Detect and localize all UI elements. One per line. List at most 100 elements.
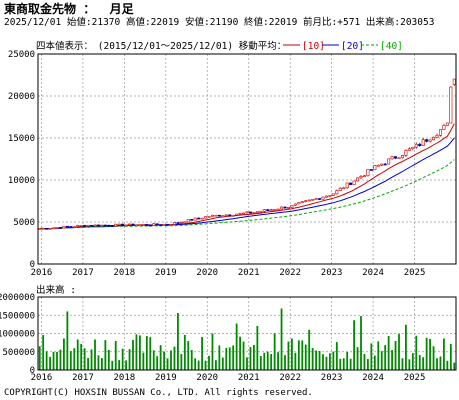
- price-x-tick-label: 2020: [196, 268, 218, 278]
- candle-body: [86, 225, 90, 227]
- volume-bar: [225, 347, 228, 370]
- volume-bar: [449, 343, 452, 370]
- volume-bar: [370, 343, 373, 370]
- candle-body: [421, 139, 425, 146]
- volume-tick-label: 1000000: [0, 330, 35, 340]
- ma40-line: [39, 159, 455, 230]
- candle-body: [186, 219, 190, 223]
- ohlc-summary: 2025/12/01 始値:21370 高値:22019 安値:21190 終値…: [4, 17, 435, 28]
- candle-body: [304, 200, 308, 203]
- volume-bar: [373, 355, 376, 370]
- volume-bars: [38, 308, 456, 370]
- volume-bar: [335, 342, 338, 370]
- volume-bar: [218, 345, 221, 370]
- candle-body: [217, 214, 221, 217]
- volume-bar: [311, 348, 314, 370]
- volume-bar: [232, 345, 235, 370]
- volume-bar: [94, 339, 96, 370]
- candle-body: [394, 156, 398, 159]
- volume-label: 出来高 :: [36, 284, 76, 296]
- candle-body: [121, 223, 125, 227]
- candle-body: [238, 212, 242, 215]
- candle-body: [38, 228, 42, 230]
- candle-body: [45, 228, 49, 230]
- candle-body: [124, 224, 128, 227]
- candle-body: [259, 210, 263, 213]
- volume-bar: [367, 359, 369, 370]
- legend-range: 四本値表示： (2015/12/01～2025/12/01) 移動平均：: [36, 40, 286, 52]
- price-tick-label: 20000: [8, 92, 35, 102]
- candle-body: [404, 150, 408, 156]
- volume-bar: [415, 335, 418, 370]
- candle-body: [90, 225, 94, 227]
- candle-body: [83, 225, 87, 227]
- volume-bar: [284, 355, 286, 370]
- volume-bar: [104, 340, 107, 370]
- candle-body: [65, 225, 69, 228]
- candle-body: [342, 187, 346, 190]
- candle-body: [190, 219, 194, 221]
- volume-bar: [377, 341, 380, 370]
- volume-bar: [322, 354, 324, 370]
- volume-bar: [201, 337, 203, 370]
- candle-body: [62, 225, 66, 229]
- volume-bar: [443, 338, 445, 370]
- volume-bar: [49, 356, 51, 370]
- volume-bar: [270, 354, 273, 370]
- candle-body: [200, 217, 204, 220]
- price-x-tick-label: 2021: [238, 268, 260, 278]
- price-tick-label: 5000: [13, 218, 35, 228]
- candle-body: [390, 156, 394, 160]
- candle-body: [134, 224, 138, 227]
- volume-bar: [387, 336, 390, 370]
- candle-body: [221, 215, 225, 217]
- volume-bar: [342, 358, 345, 370]
- volume-x-tick-label: 2019: [155, 373, 177, 383]
- candle-body: [425, 139, 429, 142]
- volume-bar: [208, 355, 210, 370]
- volume-x-tick-label: 2022: [279, 373, 301, 383]
- volume-plot-frame: [37, 296, 457, 371]
- page-title: 東商取金先物 ： 月足: [4, 2, 134, 16]
- volume-bar: [159, 345, 162, 370]
- candle-body: [262, 209, 266, 212]
- candle-body: [224, 214, 228, 217]
- volume-bar: [349, 358, 352, 370]
- volume-bar: [384, 345, 387, 370]
- candle-body: [214, 214, 218, 217]
- volume-bar: [297, 340, 300, 370]
- candle-body: [331, 193, 335, 196]
- volume-bar: [59, 349, 62, 370]
- volume-bar: [401, 358, 404, 370]
- price-x-tick-label: 2024: [362, 268, 384, 278]
- volume-bar: [315, 350, 317, 370]
- candle-body: [72, 226, 76, 228]
- candle-body: [172, 222, 176, 225]
- candle-body: [131, 223, 135, 226]
- volume-bar: [304, 344, 307, 370]
- volume-bar: [107, 349, 110, 370]
- volume-bar: [301, 340, 304, 370]
- candle-body: [152, 223, 156, 226]
- volume-bar: [111, 360, 114, 370]
- candle-body: [273, 209, 277, 211]
- candle-body: [41, 228, 45, 230]
- candlesticks: [38, 78, 456, 230]
- candle-body: [183, 221, 187, 224]
- volume-bar: [118, 360, 121, 370]
- candle-body: [283, 206, 287, 209]
- volume-bar: [398, 334, 400, 370]
- volume-bar: [380, 351, 383, 370]
- volume-bar: [425, 337, 428, 370]
- volume-bar: [83, 348, 86, 370]
- volume-bar: [280, 308, 283, 370]
- candle-body: [162, 224, 166, 226]
- candle-body: [245, 211, 249, 214]
- candle-body: [117, 223, 121, 226]
- volume-bar: [180, 354, 183, 370]
- volume-bar: [339, 358, 342, 370]
- candle-body: [442, 125, 446, 130]
- candle-body: [345, 182, 349, 189]
- candle-body: [276, 208, 280, 211]
